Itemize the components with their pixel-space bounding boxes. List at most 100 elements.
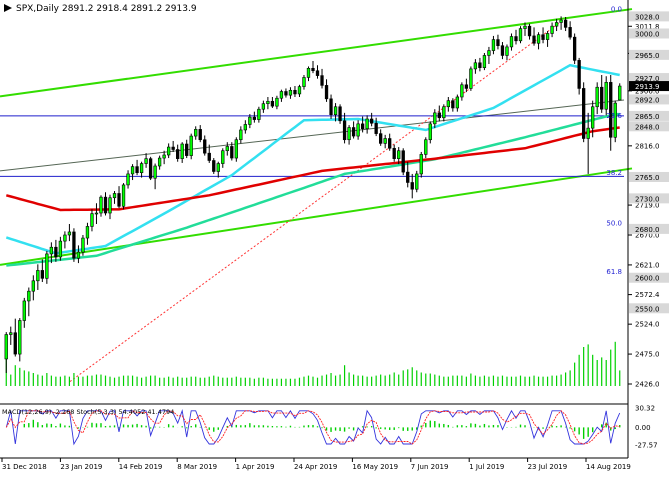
candle <box>117 186 121 209</box>
candle <box>67 224 72 242</box>
candle-body <box>604 82 608 110</box>
candle-body <box>451 100 455 109</box>
candle <box>279 89 284 102</box>
candle-body <box>99 196 103 214</box>
candle-body <box>203 139 207 154</box>
candle-body <box>487 50 491 56</box>
candle <box>509 33 514 51</box>
price-tick-label: 2719.0 <box>635 202 660 210</box>
candle-body <box>333 106 338 115</box>
candle-body <box>527 25 532 37</box>
candle-body <box>275 97 279 107</box>
candle <box>487 46 491 65</box>
candle-body <box>360 123 365 130</box>
candle-body <box>148 158 153 179</box>
candle <box>135 159 139 176</box>
candle-body <box>67 231 72 236</box>
candle <box>582 82 586 143</box>
candle-body <box>419 154 423 175</box>
candle <box>473 59 478 74</box>
price-tick-label: 3011.8 <box>635 23 660 31</box>
level-label: 2600.0 <box>635 275 660 283</box>
candle-body <box>90 213 94 227</box>
candle <box>31 275 35 301</box>
candle-body <box>324 85 329 100</box>
price-tick-label: 2475.0 <box>635 351 660 359</box>
candle-body <box>85 226 90 239</box>
candle-body <box>338 106 342 122</box>
candle <box>559 16 563 30</box>
candle-body <box>139 163 144 174</box>
candle-body <box>545 33 550 40</box>
level-label: 2927.0 <box>635 75 660 83</box>
candle-body <box>225 146 229 152</box>
candle-body <box>374 122 378 134</box>
candle-body <box>577 60 581 89</box>
oscillator-legend: MACD(12,26,9) -2.268 Stoch(5,3,3) 54.405… <box>2 408 174 416</box>
candle-body <box>514 36 518 42</box>
candle <box>288 87 293 99</box>
current-price-box <box>629 81 669 92</box>
collapse-arrow-icon[interactable] <box>4 4 12 12</box>
candle <box>153 163 157 190</box>
candle <box>248 114 252 129</box>
candle-body <box>284 91 288 96</box>
candle-body <box>600 86 604 110</box>
candle-body <box>406 171 410 183</box>
candle-body <box>130 166 135 175</box>
level-label: 2680.0 <box>635 226 660 234</box>
candle-body <box>230 146 234 159</box>
price-tick-label: 2906.0 <box>635 87 660 95</box>
candle <box>225 142 229 156</box>
candle-body <box>586 127 590 139</box>
candle-body <box>437 112 441 119</box>
candle <box>451 98 455 112</box>
candle <box>63 231 67 249</box>
candle <box>22 297 26 328</box>
candle <box>27 287 31 317</box>
candle <box>374 117 378 137</box>
candle <box>130 164 135 181</box>
candle-body <box>135 166 139 174</box>
candle-body <box>4 334 8 360</box>
candle <box>4 332 8 374</box>
level-label-box <box>629 73 669 84</box>
candle-body <box>54 246 58 258</box>
candle-body <box>270 100 275 107</box>
candle-body <box>315 70 320 76</box>
moving-average-cyan-line <box>5 63 620 255</box>
candle-body <box>428 123 432 141</box>
candle <box>365 115 369 134</box>
candle <box>541 27 545 44</box>
channel-lower-line <box>0 167 633 266</box>
channel-upper-line <box>0 8 633 98</box>
candle-body <box>76 251 81 259</box>
level-label: 2730.0 <box>635 195 660 203</box>
candle <box>342 112 347 144</box>
candle-body <box>401 150 405 173</box>
candle <box>121 183 126 210</box>
candle <box>500 42 505 60</box>
candle <box>618 83 622 101</box>
candle <box>13 318 17 357</box>
candle-body <box>347 127 351 141</box>
candle <box>148 156 153 181</box>
candle <box>207 144 211 163</box>
candle-body <box>153 165 157 179</box>
price-tick-label: 2524.0 <box>635 321 660 329</box>
candle <box>523 22 527 36</box>
candle <box>36 264 40 290</box>
level-label: 3000.0 <box>635 30 660 38</box>
trend-line <box>0 99 625 172</box>
level-label-box <box>629 171 669 182</box>
candle-body <box>392 147 396 159</box>
candle-body <box>189 135 193 156</box>
candle-body <box>388 138 392 149</box>
candle-body <box>117 193 121 207</box>
candle-body <box>157 157 162 167</box>
candle <box>613 100 617 143</box>
time-tick-label: 1 Jul 2019 <box>469 463 504 471</box>
candle <box>103 192 108 216</box>
